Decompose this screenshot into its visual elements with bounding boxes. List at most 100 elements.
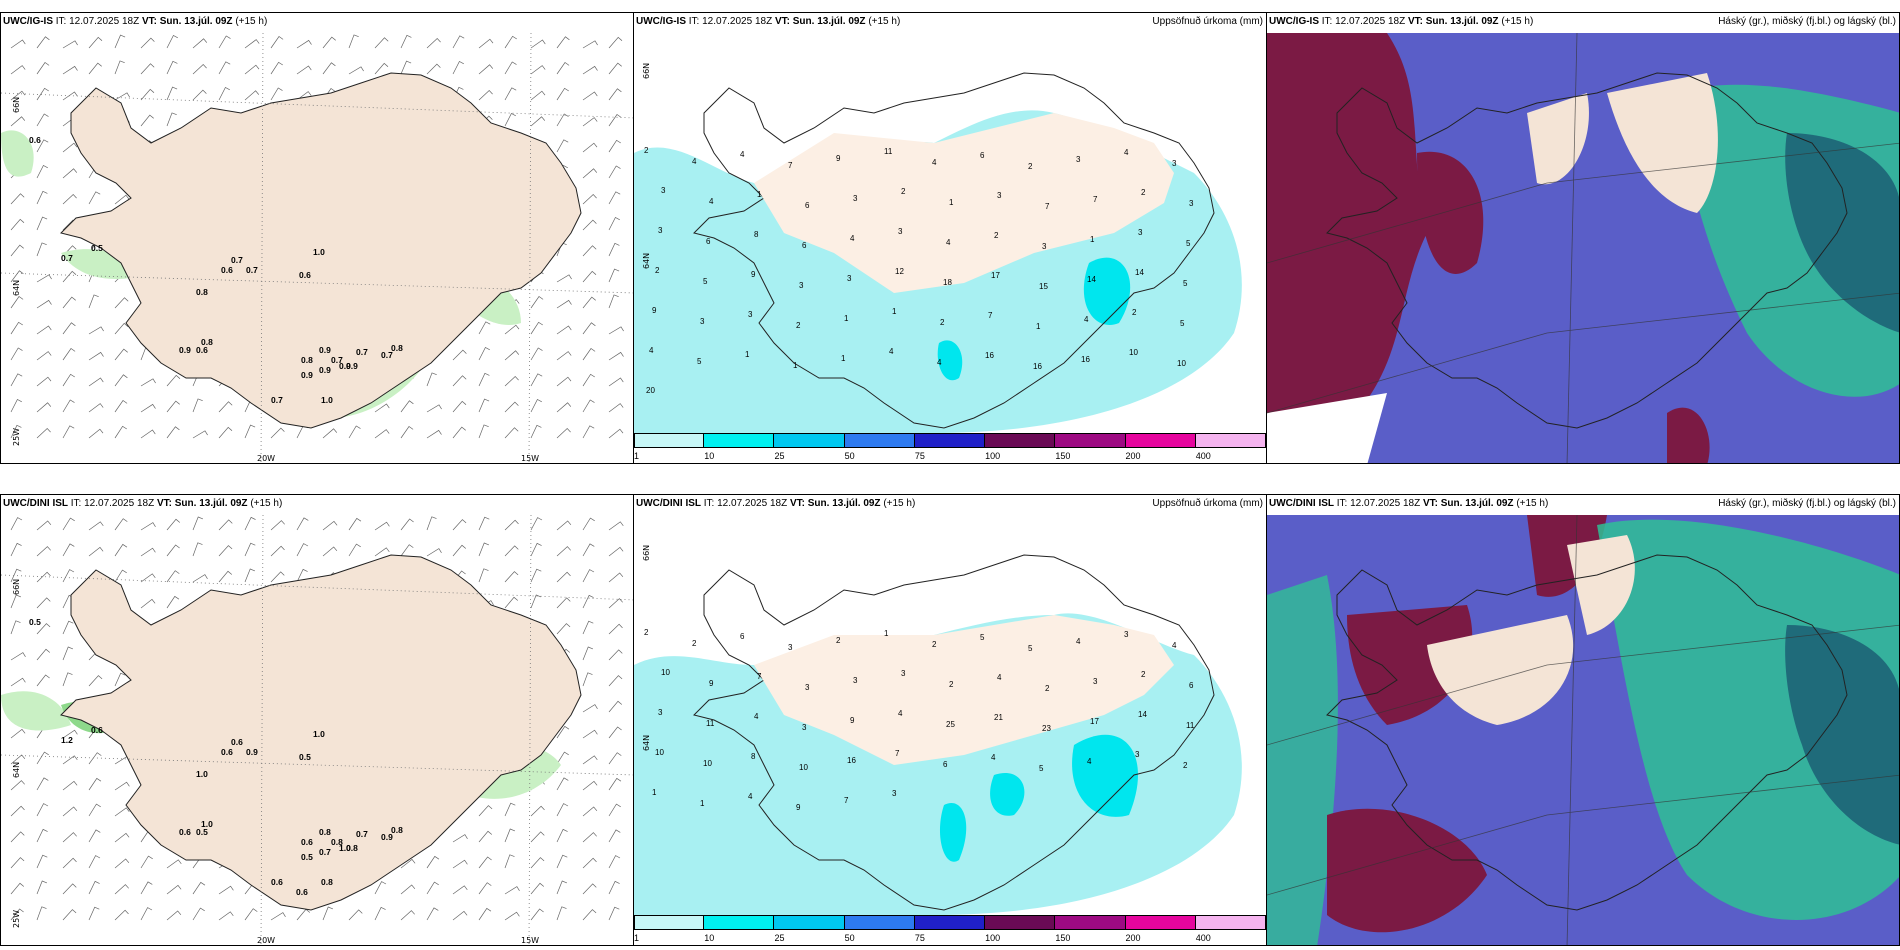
wind-barb (10, 39, 26, 49)
wind-barb (582, 194, 597, 205)
wind-barb (348, 66, 364, 75)
wind-barb (426, 429, 442, 439)
colorbar-tick-label: 50 (844, 933, 855, 943)
wind-barb (556, 139, 569, 153)
wind-barb (296, 517, 309, 531)
wind-barb (166, 35, 178, 49)
precip-value-label: 5 (703, 277, 708, 286)
precip-value-label: 5 (697, 357, 702, 366)
wind-barb (114, 569, 127, 583)
precip-value-label: 1 (884, 629, 889, 638)
wind-barb (530, 321, 543, 335)
wind-barb (62, 168, 78, 179)
colorbar-segment (985, 915, 1056, 930)
valid-time: VT: Sun. 13.júl. 09Z (789, 498, 881, 509)
precip-value-label: 1 (652, 788, 657, 797)
wind-barb (582, 91, 598, 101)
wind-barb (556, 777, 569, 791)
wind-value-label: 0.5 (29, 617, 41, 627)
wind-value-label: 1.0 (313, 247, 325, 257)
wind-barb (608, 88, 622, 101)
precip-value-label: 2 (796, 321, 801, 330)
precip-value-label: 11 (706, 719, 715, 728)
wind-barb (218, 570, 233, 583)
wind-barb (270, 36, 284, 49)
wind-barb (36, 751, 49, 765)
wind-barb (504, 545, 519, 557)
wind-barb (530, 347, 543, 361)
precip-value-label: 2 (1045, 684, 1050, 693)
precip-value-label: 4 (748, 792, 753, 801)
wind-value-label: 1.0 (313, 729, 325, 739)
precip-value-label: 3 (700, 317, 705, 326)
wind-panel-header: UWC/IG-IS IT: 12.07.2025 18Z VT: Sun. 13… (3, 16, 267, 28)
precip-values: 2263212554341097333242326311439425212317… (644, 628, 1195, 812)
wind-barb (608, 351, 624, 361)
wind-barb (426, 907, 439, 921)
wind-barb (608, 675, 623, 687)
wind-barb (140, 429, 156, 439)
wind-barb (582, 348, 596, 361)
wind-barb (36, 428, 51, 439)
precip-value-label: 9 (709, 679, 714, 688)
precip-value-label: 2 (932, 640, 937, 649)
lat-label-66: 66N (642, 545, 651, 561)
wind-barb (530, 65, 546, 75)
precip-value-label: 11 (884, 147, 893, 156)
precip-value-label: 3 (788, 643, 793, 652)
wind-value-label: 1.2 (61, 735, 73, 745)
wind-barb (608, 700, 623, 713)
wind-barb (114, 34, 126, 49)
precip-value-label: 2 (692, 639, 697, 648)
wind-barb (608, 880, 620, 895)
wind-barb (166, 910, 182, 921)
colorbar-segment (1055, 433, 1126, 448)
wind-barb (556, 725, 570, 739)
wind-barb (10, 65, 26, 75)
wind-barb (556, 571, 571, 583)
wind-barb (36, 623, 51, 635)
precip-colorbar: 1 10 25 50 75 100 150 200 400 (634, 915, 1266, 945)
wind-barb (218, 885, 234, 895)
wind-barb (608, 546, 624, 557)
wind-barb (244, 424, 256, 439)
lead-time: (+15 h) (868, 16, 901, 27)
wind-barb (478, 64, 494, 75)
wind-barb (62, 517, 75, 531)
wind-barb (608, 403, 624, 413)
wind-values: 0.51.20.60.60.61.00.91.00.51.00.6 0.5 0.80… (29, 617, 403, 897)
wind-barb (478, 542, 490, 557)
wind-barb (426, 548, 442, 557)
wind-barb (166, 112, 177, 127)
wind-barb (478, 321, 491, 335)
precip-value-label: 2 (836, 636, 841, 645)
wind-barb (530, 831, 545, 843)
wind-value-label: 0.5 (91, 243, 103, 253)
precip-value-label: 25 (946, 720, 955, 729)
wind-barb (556, 87, 569, 101)
precip-value-label: 1 (841, 354, 846, 363)
colorbar-segment (1055, 915, 1126, 930)
precip-value-label: 2 (655, 266, 660, 275)
valid-time: VT: Sun. 13.júl. 09Z (1422, 498, 1514, 509)
wind-barb (36, 274, 52, 283)
wind-barb (244, 64, 260, 75)
precip-value-label: 2 (644, 628, 649, 637)
wind-barb (36, 299, 52, 309)
precip-value-label: 4 (1076, 637, 1081, 646)
wind-barb (608, 428, 624, 439)
wind-barb (556, 597, 571, 609)
wind-barb (270, 545, 285, 557)
wind-barb (452, 544, 467, 557)
wind-barb (452, 375, 467, 387)
wind-barb (504, 886, 520, 895)
wind-barb (296, 543, 309, 557)
precip-value-label: 4 (850, 234, 855, 243)
precip-value-label: 7 (788, 161, 793, 170)
wind-barb (582, 909, 597, 921)
wind-barb (504, 113, 516, 127)
wind-barb (114, 884, 129, 895)
wind-barb (10, 908, 24, 921)
wind-barb (10, 90, 26, 101)
wind-barb (62, 883, 77, 895)
